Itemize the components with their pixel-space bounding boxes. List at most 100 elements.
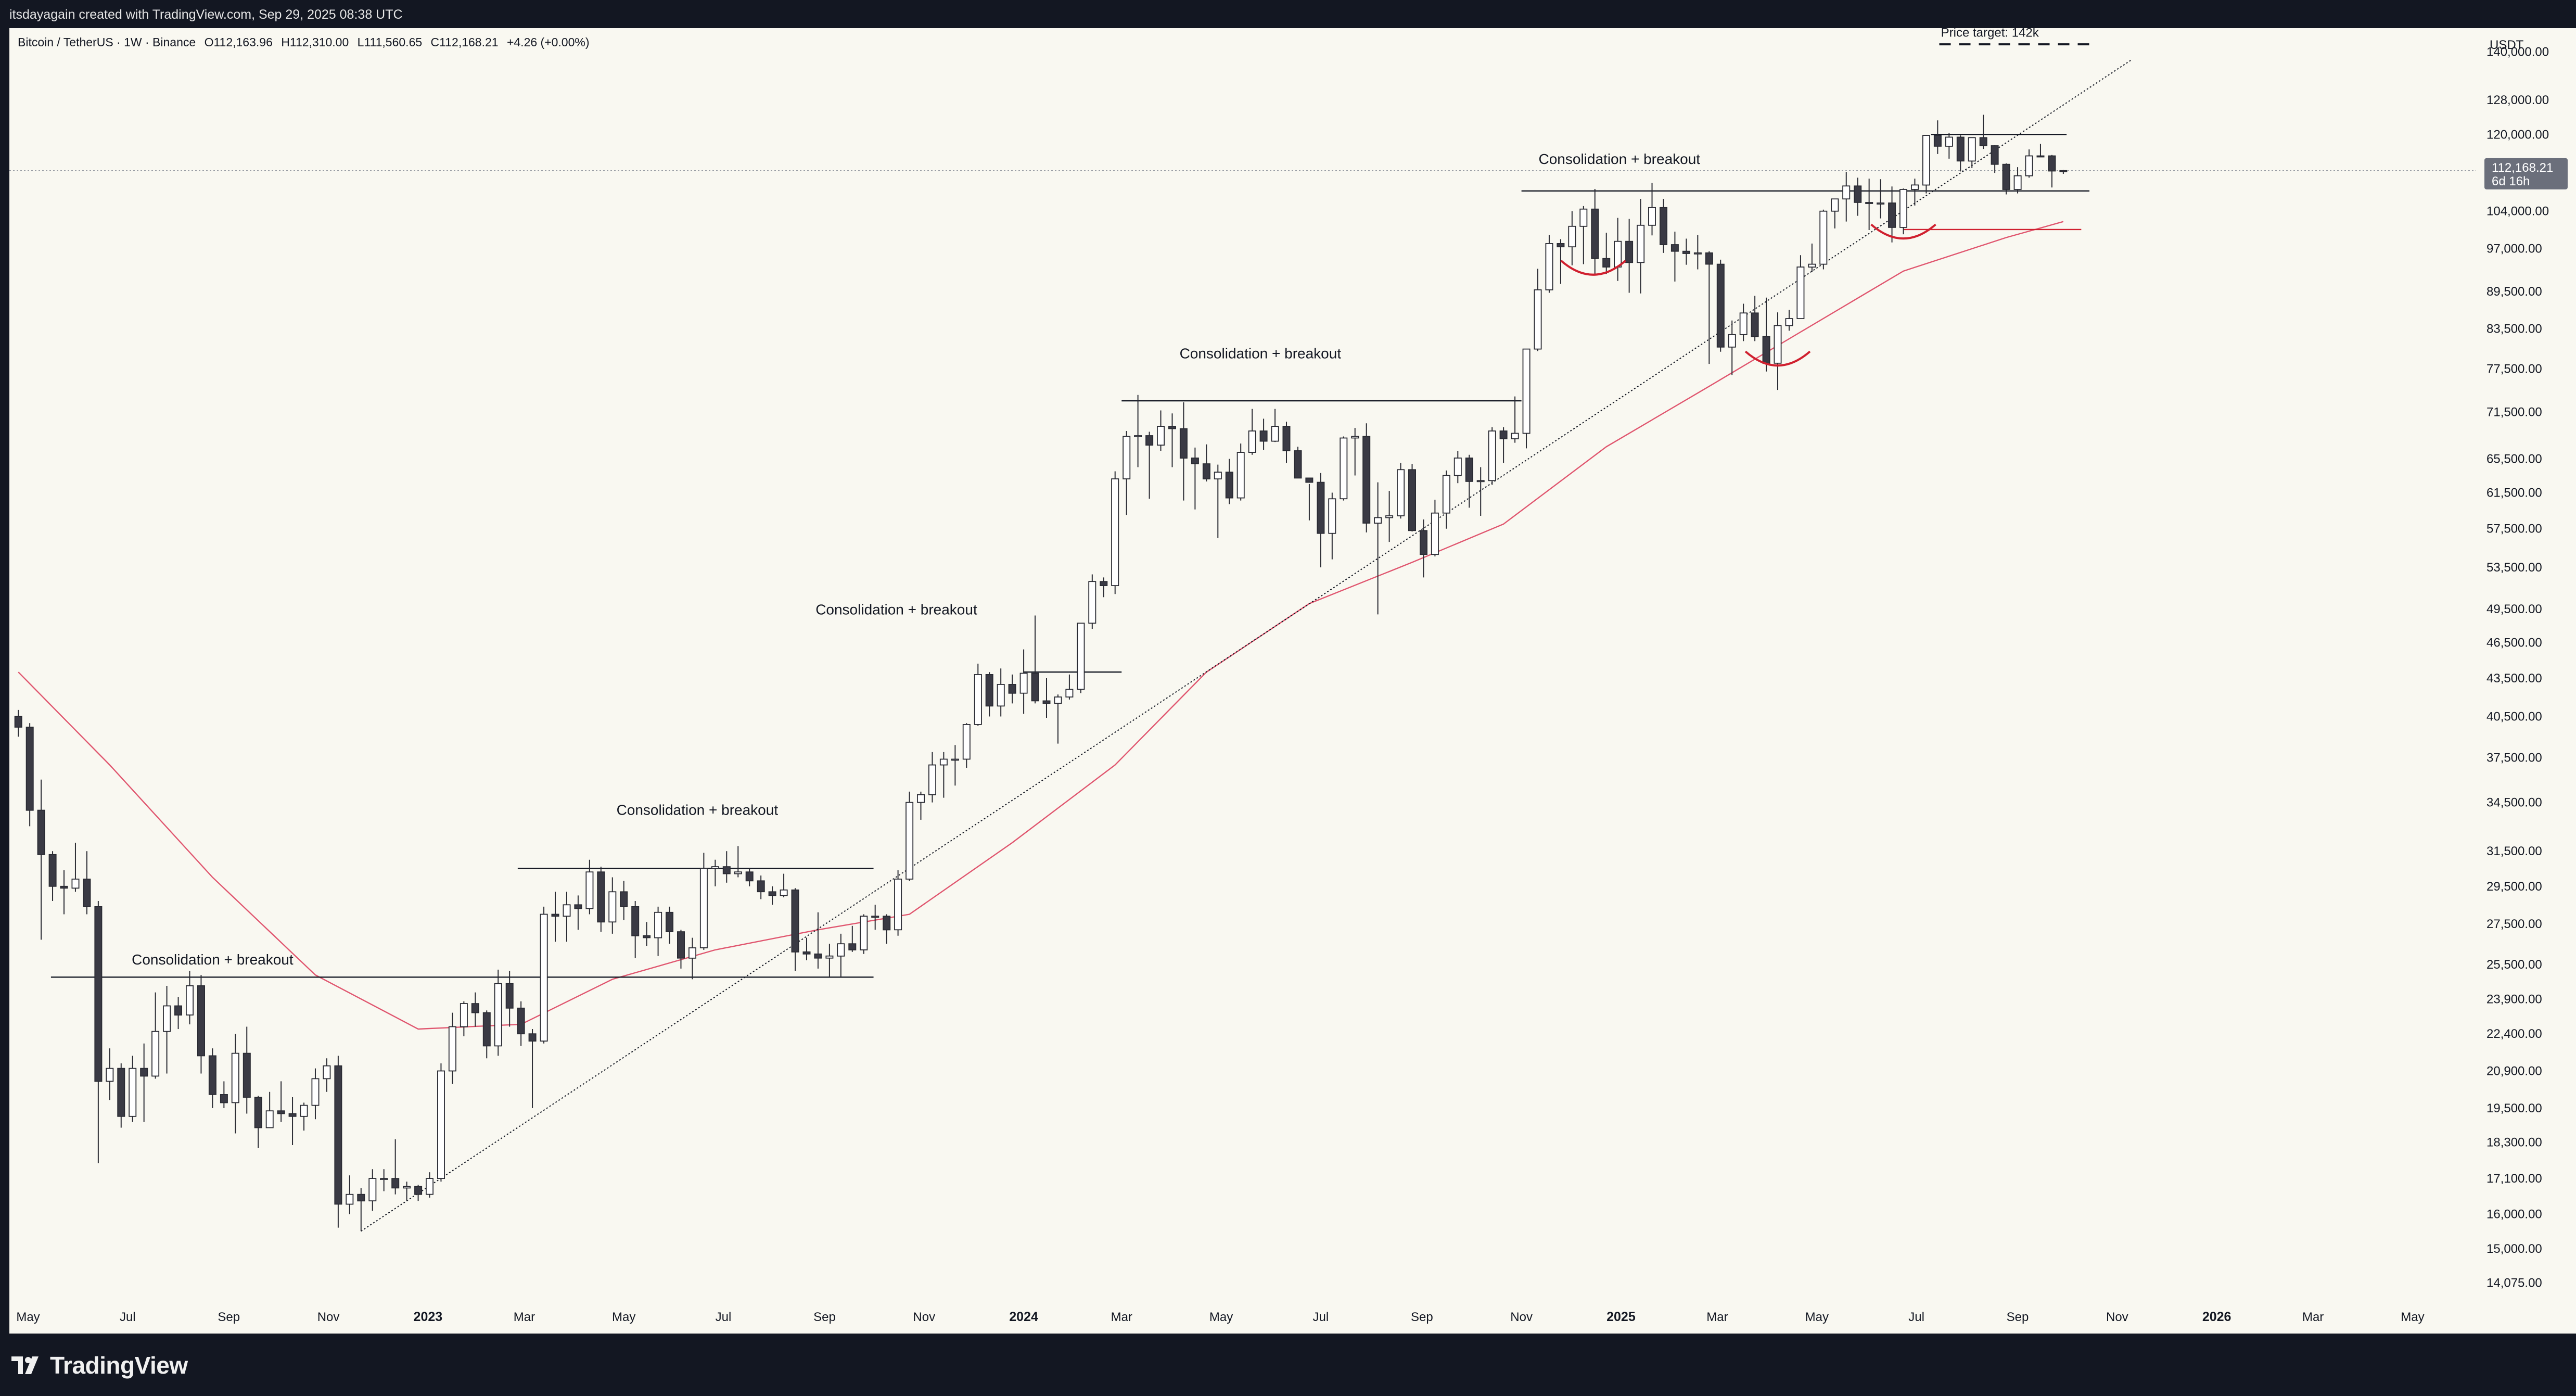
candle-body: [37, 809, 45, 855]
symbol-name[interactable]: Bitcoin / TetherUS · 1W · Binance: [18, 35, 196, 49]
x-axis-tick-label: Mar: [1111, 1310, 1132, 1324]
candle: [2013, 167, 2022, 194]
x-axis-tick-label: Sep: [218, 1310, 240, 1324]
candle-body: [837, 943, 845, 957]
candle: [197, 975, 205, 1074]
x-axis-tick-label: May: [16, 1310, 40, 1324]
candle-body: [1568, 225, 1576, 248]
candle: [1922, 135, 1930, 194]
candle-body: [426, 1178, 434, 1195]
x-axis-tick-label: Jul: [120, 1310, 136, 1324]
candle: [1614, 218, 1622, 281]
candle: [985, 672, 993, 717]
candle-body: [951, 758, 959, 761]
y-axis-tick-label: 128,000.00: [2486, 93, 2549, 107]
candle-body: [1728, 334, 1736, 348]
candle-body: [574, 904, 582, 909]
candle: [1682, 238, 1690, 265]
candle-body: [505, 983, 514, 1009]
candle-body: [631, 906, 640, 936]
candle: [60, 870, 68, 915]
x-axis-tick-label: 2024: [1009, 1310, 1038, 1324]
candle-body: [1648, 207, 1656, 226]
candle: [951, 745, 959, 786]
candle-body: [1294, 450, 1302, 479]
candle: [1933, 120, 1942, 154]
candle-body: [391, 1178, 400, 1189]
candle: [1648, 183, 1656, 236]
tradingview-logo[interactable]: TradingView: [11, 1351, 188, 1379]
candle: [426, 1172, 434, 1198]
candle: [1910, 179, 1919, 206]
candle-body: [2013, 175, 2022, 190]
candle-body: [1397, 469, 1405, 516]
candle: [1442, 470, 1450, 529]
candle: [368, 1169, 377, 1211]
candle: [1751, 296, 1759, 341]
candle-body: [265, 1110, 274, 1128]
candle: [1499, 427, 1508, 463]
candle: [37, 779, 45, 940]
candle-body: [1842, 185, 1851, 200]
candle: [540, 906, 548, 1044]
candle: [1259, 418, 1268, 450]
candle-body: [1179, 428, 1188, 459]
candle: [1591, 189, 1599, 276]
candle: [1077, 623, 1085, 693]
candle-body: [551, 913, 559, 917]
candle: [129, 1056, 137, 1122]
candle: [837, 933, 845, 978]
candle-body: [974, 674, 982, 725]
candle: [666, 906, 674, 944]
candle-body: [1670, 244, 1679, 252]
x-axis-tick-label: Mar: [1706, 1310, 1728, 1324]
x-axis-tick-label: Sep: [2007, 1310, 2029, 1324]
candle: [1317, 473, 1325, 567]
candle: [1305, 477, 1313, 521]
candle-body: [1877, 202, 1885, 205]
candle: [974, 663, 982, 726]
candle-body: [1659, 207, 1667, 245]
candle: [631, 901, 640, 958]
candle-body: [129, 1068, 137, 1117]
chart-panel[interactable]: Consolidation + breakout Consolidation + …: [9, 28, 2576, 1334]
x-axis-tick-label: Sep: [1411, 1310, 1433, 1324]
candle-body: [1408, 469, 1416, 531]
annotation-label: Consolidation + breakout: [132, 951, 294, 968]
current-price-tag: [2484, 158, 2568, 189]
y-axis-tick-label: 97,000.00: [2486, 242, 2542, 256]
candle-body: [1442, 475, 1450, 514]
candle: [643, 922, 651, 946]
candle-body: [734, 871, 742, 874]
candle: [939, 752, 948, 798]
candle: [1693, 235, 1702, 270]
candle: [403, 1182, 411, 1201]
candle: [1282, 422, 1291, 463]
price-chart[interactable]: Consolidation + breakout Consolidation + …: [9, 28, 2576, 1334]
candle: [1065, 674, 1074, 700]
candle-body: [1385, 515, 1394, 518]
candle: [391, 1139, 400, 1195]
candle: [254, 1096, 262, 1148]
candle-body: [1328, 498, 1336, 534]
candle-body: [699, 868, 708, 948]
ohlc-change: +4.26 (+0.00%): [506, 35, 590, 49]
candle: [48, 851, 57, 902]
candle: [1248, 409, 1256, 455]
candle-body: [883, 916, 891, 931]
candle-body: [1751, 312, 1759, 337]
y-axis-tick-label: 53,500.00: [2486, 561, 2542, 575]
candle-body: [2036, 155, 2045, 158]
candle-body: [917, 794, 925, 803]
y-axis-tick-label: 17,100.00: [2486, 1172, 2542, 1186]
candle-body: [1991, 145, 1999, 165]
candle: [757, 875, 765, 899]
candle: [1819, 209, 1828, 270]
candle-body: [1511, 433, 1519, 439]
candle: [288, 1097, 297, 1145]
candle-body: [83, 879, 91, 907]
candle-body: [677, 931, 685, 959]
y-axis-tick-label: 43,500.00: [2486, 671, 2542, 686]
candle: [1031, 615, 1039, 704]
